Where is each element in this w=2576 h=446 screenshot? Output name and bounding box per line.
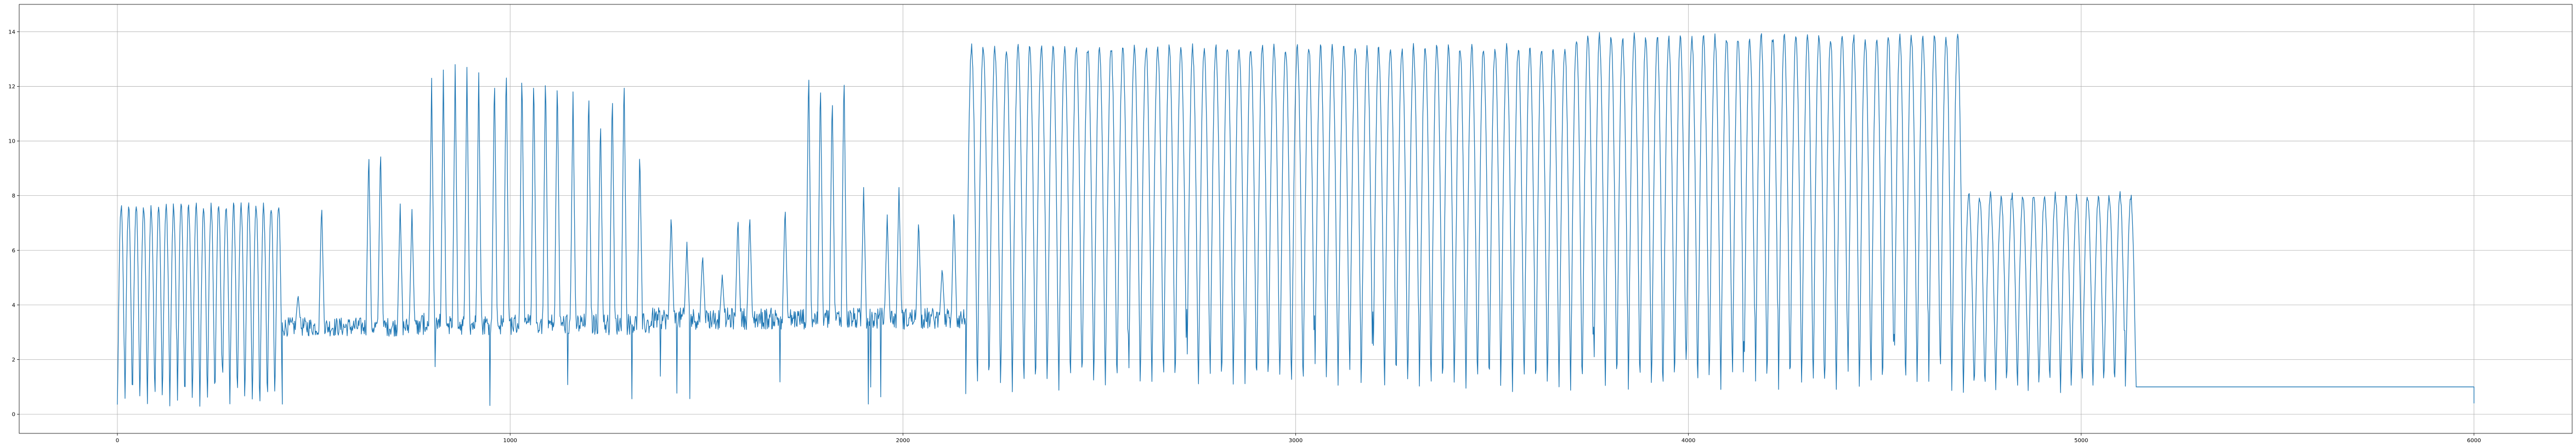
x-tick-label: 2000 — [896, 438, 910, 444]
y-tick-label: 10 — [8, 139, 15, 145]
y-tick-label: 4 — [12, 302, 15, 308]
x-axis: 0 1000 2000 3000 4000 5000 6000 — [116, 433, 2481, 444]
y-axis: 0 2 4 6 8 10 12 14 — [8, 29, 19, 418]
y-tick-label: 14 — [8, 29, 15, 35]
x-tick-label: 1000 — [503, 438, 517, 444]
y-tick-label: 6 — [12, 248, 15, 254]
series-line-0 — [117, 32, 2475, 407]
y-tick-label: 8 — [12, 193, 15, 199]
x-tick-label: 0 — [116, 438, 119, 444]
x-tick-label: 3000 — [1289, 438, 1303, 444]
x-tick-label: 4000 — [1682, 438, 1695, 444]
series-group — [117, 32, 2475, 407]
y-tick-label: 0 — [12, 412, 15, 418]
x-tick-label: 6000 — [2467, 438, 2481, 444]
y-tick-label: 12 — [8, 84, 15, 90]
x-tick-label: 5000 — [2074, 438, 2088, 444]
y-tick-label: 2 — [12, 357, 15, 363]
